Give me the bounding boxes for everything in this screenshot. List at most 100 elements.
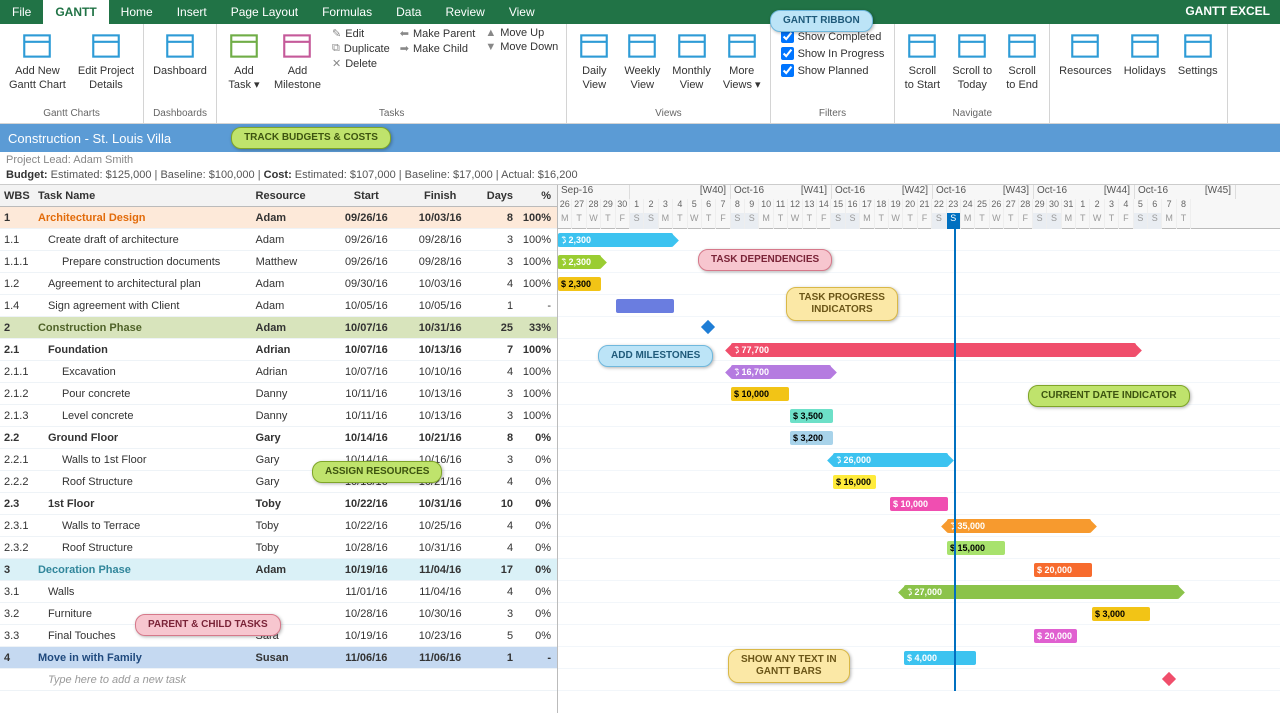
day-cell: 9 — [745, 199, 759, 213]
ribbon-scroll[interactable]: Scrollto Start — [899, 26, 945, 94]
gantt-bar[interactable]: $ 2,300 — [558, 277, 601, 291]
ribbon-daily[interactable]: DailyView — [571, 26, 617, 94]
tab-review[interactable]: Review — [433, 0, 496, 24]
col-days[interactable]: Days — [477, 190, 517, 202]
task-row[interactable]: 2.1.3Level concreteDanny10/11/1610/13/16… — [0, 405, 557, 427]
gantt-bar[interactable] — [616, 299, 674, 313]
tab-insert[interactable]: Insert — [165, 0, 219, 24]
task-row[interactable]: 2.31st FloorToby10/22/1610/31/16100% — [0, 493, 557, 515]
check-show-in-progress[interactable]: Show In Progress — [781, 47, 885, 60]
day-cell: 26 — [990, 199, 1004, 213]
ribbon-edit-project[interactable]: Edit ProjectDetails — [73, 26, 139, 94]
col-taskname[interactable]: Task Name — [38, 190, 256, 202]
task-row[interactable]: 2.1.2Pour concreteDanny10/11/1610/13/163… — [0, 383, 557, 405]
tab-data[interactable]: Data — [384, 0, 433, 24]
task-row[interactable]: 2.2Ground FloorGary10/14/1610/21/1680% — [0, 427, 557, 449]
task-row[interactable]: 1Architectural DesignAdam09/26/1610/03/1… — [0, 207, 557, 229]
dow-cell: T — [1076, 213, 1090, 229]
ribbon-scroll[interactable]: Scrollto End — [999, 26, 1045, 94]
gantt-bar[interactable]: $ 77,700 — [731, 343, 1136, 357]
task-row[interactable]: 1.1.1Prepare construction documentsMatth… — [0, 251, 557, 273]
gantt-bar[interactable]: $ 3,500 — [790, 409, 833, 423]
ribbon-make-parent[interactable]: ⬅Make Parent — [396, 26, 480, 41]
task-row[interactable]: 1.1Create draft of architectureAdam09/26… — [0, 229, 557, 251]
project-lead: Project Lead: Adam Smith — [0, 152, 1280, 168]
ribbon-more[interactable]: MoreViews ▾ — [718, 26, 766, 94]
tab-page layout[interactable]: Page Layout — [219, 0, 310, 24]
task-row[interactable]: 2.1FoundationAdrian10/07/1610/13/167100% — [0, 339, 557, 361]
tab-gantt[interactable]: GANTT — [43, 0, 108, 24]
col-pct[interactable]: % — [517, 190, 557, 202]
add-task-row[interactable]: Type here to add a new task — [0, 669, 557, 691]
gantt-bar[interactable]: $ 3,200 — [790, 431, 833, 445]
col-start[interactable]: Start — [329, 190, 403, 202]
gantt-bar[interactable]: $ 20,000 — [1034, 629, 1077, 643]
gantt-bar[interactable]: $ 20,000 — [1034, 563, 1092, 577]
ribbon-scroll-to[interactable]: Scroll toToday — [947, 26, 997, 94]
day-cell: 4 — [1119, 199, 1133, 213]
gantt-bar[interactable]: $ 3,000 — [1092, 607, 1150, 621]
tab-file[interactable]: File — [0, 0, 43, 24]
check-show-planned[interactable]: Show Planned — [781, 64, 885, 77]
ribbon-add[interactable]: AddMilestone — [269, 26, 326, 94]
ribbon-dashboard[interactable]: Dashboard — [148, 26, 212, 80]
day-cell: 27 — [1004, 199, 1018, 213]
gantt-bar[interactable]: $ 26,000 — [833, 453, 948, 467]
month-cell: Sep-16 — [558, 185, 630, 199]
task-row[interactable]: 2.1.1ExcavationAdrian10/07/1610/10/16410… — [0, 361, 557, 383]
task-row[interactable]: 4Move in with FamilySusan11/06/1611/06/1… — [0, 647, 557, 669]
chart-row — [558, 295, 1280, 317]
day-cell: 29 — [1033, 199, 1047, 213]
callout-milestones: ADD MILESTONES — [598, 345, 713, 367]
ribbon-edit[interactable]: ✎Edit — [328, 26, 394, 41]
task-row[interactable]: 1.4Sign agreement with ClientAdam10/05/1… — [0, 295, 557, 317]
task-grid: WBS Task Name Resource Start Finish Days… — [0, 185, 558, 713]
tab-formulas[interactable]: Formulas — [310, 0, 384, 24]
gantt-bar[interactable]: $ 2,300 — [558, 255, 601, 269]
ribbon-delete[interactable]: ✕Delete — [328, 56, 394, 71]
milestone-marker[interactable] — [1162, 672, 1176, 686]
task-row[interactable]: 3.1Walls11/01/1611/04/1640% — [0, 581, 557, 603]
ribbon-resources[interactable]: Resources — [1054, 26, 1117, 80]
ribbon-holidays[interactable]: Holidays — [1119, 26, 1171, 80]
gantt-bar[interactable]: $ 4,000 — [904, 651, 976, 665]
gantt-bar[interactable]: $ 16,000 — [833, 475, 876, 489]
ribbon-duplicate[interactable]: ⧉Duplicate — [328, 41, 394, 56]
ribbon-settings[interactable]: Settings — [1173, 26, 1223, 80]
gantt-bar[interactable]: $ 10,000 — [731, 387, 789, 401]
dow-cell: W — [889, 213, 903, 229]
ribbon-move-down[interactable]: ▼Move Down — [481, 40, 562, 54]
task-row[interactable]: 2.3.1Walls to TerraceToby10/22/1610/25/1… — [0, 515, 557, 537]
task-row[interactable]: 2.3.2Roof StructureToby10/28/1610/31/164… — [0, 537, 557, 559]
task-row[interactable]: 2Construction PhaseAdam10/07/1610/31/162… — [0, 317, 557, 339]
chart-row — [558, 669, 1280, 691]
day-cell: 14 — [817, 199, 831, 213]
project-title: Construction - St. Louis Villa — [8, 131, 171, 146]
gantt-bar[interactable]: $ 10,000 — [890, 497, 948, 511]
col-finish[interactable]: Finish — [403, 190, 477, 202]
day-cell: 15 — [831, 199, 845, 213]
gantt-bar[interactable]: $ 35,000 — [947, 519, 1091, 533]
gantt-bar[interactable]: $ 27,000 — [904, 585, 1179, 599]
ribbon-add[interactable]: AddTask ▾ — [221, 26, 267, 94]
dow-cell: T — [1177, 213, 1191, 229]
ribbon-weekly[interactable]: WeeklyView — [619, 26, 665, 94]
ribbon-monthly[interactable]: MonthlyView — [667, 26, 716, 94]
ribbon-move-up[interactable]: ▲Move Up — [481, 26, 562, 40]
gantt-bar[interactable]: $ 16,700 — [731, 365, 831, 379]
tab-view[interactable]: View — [497, 0, 547, 24]
gantt-bar[interactable]: $ 2,300 — [558, 233, 673, 247]
task-row[interactable]: 1.2Agreement to architectural planAdam09… — [0, 273, 557, 295]
task-row[interactable]: 3Decoration PhaseAdam10/19/1611/04/16170… — [0, 559, 557, 581]
task-row[interactable]: 2.2.1Walls to 1st FloorGary10/14/1610/16… — [0, 449, 557, 471]
milestone-marker[interactable] — [701, 320, 715, 334]
column-headers: WBS Task Name Resource Start Finish Days… — [0, 185, 557, 207]
col-resource[interactable]: Resource — [256, 190, 330, 202]
col-wbs[interactable]: WBS — [0, 190, 38, 202]
tab-home[interactable]: Home — [109, 0, 165, 24]
day-cell: 7 — [1162, 199, 1176, 213]
ribbon-add-new[interactable]: Add NewGantt Chart — [4, 26, 71, 94]
task-row[interactable]: 2.2.2Roof StructureGary10/18/1610/21/164… — [0, 471, 557, 493]
group-label: Navigate — [953, 108, 992, 121]
ribbon-make-child[interactable]: ➡Make Child — [396, 41, 480, 56]
